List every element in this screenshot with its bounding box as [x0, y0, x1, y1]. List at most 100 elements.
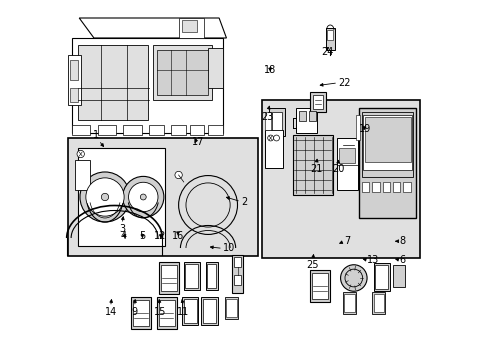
Bar — [336, 138, 357, 190]
Text: 9: 9 — [131, 307, 138, 317]
Bar — [133, 300, 149, 326]
Bar — [261, 100, 419, 258]
Bar — [207, 48, 223, 88]
Bar — [182, 297, 198, 325]
Bar — [159, 262, 179, 294]
Bar — [338, 148, 355, 163]
Text: 14: 14 — [104, 307, 117, 317]
Bar — [311, 273, 327, 299]
Bar — [326, 30, 332, 40]
Bar — [373, 294, 383, 312]
Bar — [298, 111, 305, 121]
Bar — [156, 297, 177, 329]
Bar — [207, 125, 223, 135]
Bar — [264, 130, 283, 168]
Bar — [325, 28, 334, 50]
Text: 24: 24 — [321, 47, 333, 57]
Bar — [98, 125, 116, 135]
Bar — [371, 292, 385, 314]
Bar — [309, 92, 325, 112]
Bar — [309, 270, 329, 302]
Circle shape — [86, 178, 124, 216]
Bar — [207, 264, 216, 288]
Bar — [178, 18, 204, 38]
Bar — [201, 297, 217, 325]
Text: 10: 10 — [223, 243, 235, 253]
Bar — [153, 45, 211, 100]
Bar — [72, 125, 90, 135]
Bar — [374, 265, 387, 289]
Text: 21: 21 — [310, 164, 322, 174]
Bar — [171, 125, 185, 135]
Text: 23: 23 — [261, 112, 274, 122]
Circle shape — [345, 269, 362, 287]
Bar — [264, 112, 270, 130]
Bar — [364, 117, 409, 162]
Circle shape — [80, 172, 130, 222]
Bar — [182, 20, 197, 32]
Bar — [149, 125, 163, 135]
Bar — [296, 108, 316, 133]
Bar — [312, 95, 322, 109]
Text: 5: 5 — [139, 231, 145, 241]
Bar — [161, 265, 177, 291]
Bar — [363, 115, 411, 170]
Text: 8: 8 — [399, 236, 405, 246]
Bar — [271, 112, 282, 130]
Text: 16: 16 — [171, 231, 183, 241]
Circle shape — [122, 176, 163, 217]
Bar — [232, 255, 242, 293]
Bar — [183, 299, 197, 323]
Bar — [78, 148, 164, 246]
Circle shape — [340, 265, 366, 291]
Bar — [308, 111, 316, 121]
Bar — [68, 138, 258, 256]
Circle shape — [140, 194, 146, 200]
Bar — [203, 299, 216, 323]
Text: 22: 22 — [337, 78, 350, 88]
Text: 25: 25 — [306, 260, 319, 270]
Bar — [224, 297, 238, 319]
Bar — [358, 108, 416, 218]
Bar — [130, 297, 151, 329]
Bar — [183, 262, 200, 290]
Bar — [361, 182, 368, 192]
Bar — [392, 265, 404, 287]
Bar — [371, 182, 379, 192]
Circle shape — [175, 171, 182, 179]
Bar — [292, 135, 332, 195]
Bar — [392, 182, 399, 192]
Text: 17: 17 — [191, 137, 203, 147]
Text: 1: 1 — [92, 130, 99, 140]
Bar — [382, 182, 389, 192]
Bar — [189, 125, 204, 135]
Bar — [268, 108, 285, 136]
Bar — [373, 263, 389, 291]
Bar — [75, 160, 89, 190]
Bar — [78, 45, 147, 120]
Text: 20: 20 — [331, 164, 344, 174]
Bar — [72, 38, 223, 133]
Text: 7: 7 — [344, 236, 350, 246]
Bar — [156, 50, 207, 95]
Circle shape — [101, 193, 108, 201]
Text: 15: 15 — [153, 307, 166, 317]
Polygon shape — [79, 18, 226, 38]
Text: 6: 6 — [399, 255, 405, 265]
Text: 12: 12 — [154, 231, 166, 241]
Circle shape — [267, 135, 273, 141]
Bar — [123, 125, 142, 135]
Bar — [70, 60, 78, 80]
Text: 18: 18 — [263, 65, 275, 75]
Bar — [205, 262, 217, 290]
Bar — [68, 55, 81, 105]
Bar — [233, 275, 241, 285]
Text: 4: 4 — [121, 231, 127, 241]
Bar — [402, 182, 409, 192]
Bar — [233, 257, 241, 267]
Bar — [70, 88, 78, 102]
Bar — [185, 264, 198, 288]
Bar — [355, 115, 359, 140]
Circle shape — [128, 182, 158, 212]
Bar — [344, 294, 354, 312]
